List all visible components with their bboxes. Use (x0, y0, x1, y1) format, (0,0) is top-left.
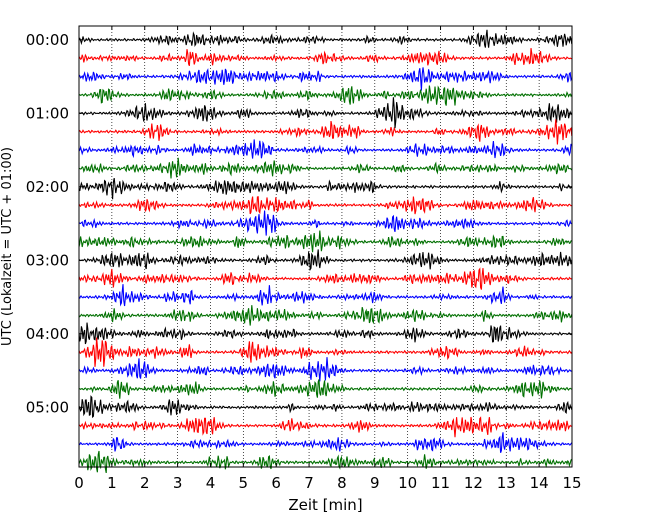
y-tick-label: 03:00 (26, 251, 69, 269)
x-tick-label: 10 (398, 474, 417, 492)
y-tick-label: 04:00 (26, 325, 69, 343)
seismic-trace-5 (78, 119, 573, 145)
y-tick-label: 00:00 (26, 31, 69, 49)
plot-area (79, 26, 572, 467)
plot-frame (78, 25, 573, 468)
seismic-trace-23 (78, 450, 573, 474)
seismic-trace-6 (78, 139, 573, 159)
seismic-trace-0 (78, 29, 573, 48)
seismic-trace-17 (78, 337, 573, 367)
seismic-trace-3 (78, 85, 573, 106)
seismic-trace-13 (78, 267, 573, 290)
seismic-trace-14 (78, 284, 573, 307)
seismic-trace-19 (78, 379, 572, 399)
seismic-trace-1 (78, 48, 572, 67)
seismic-trace-21 (78, 416, 572, 438)
seismic-trace-2 (78, 67, 573, 91)
y-tick-label: 05:00 (26, 398, 69, 416)
x-tick-label: 5 (239, 474, 249, 492)
x-axis-label: Zeit [min] (288, 496, 362, 514)
x-tick-label: 11 (431, 474, 450, 492)
y-tick-label: 02:00 (26, 178, 69, 196)
x-tick-label: 8 (337, 474, 347, 492)
x-tick-label: 6 (271, 474, 281, 492)
seismic-trace-8 (78, 178, 573, 200)
x-tick-label: 1 (107, 474, 117, 492)
seismic-trace-10 (78, 210, 572, 236)
y-axis-label: UTC (Lokalzeit = UTC + 01:00) (0, 147, 15, 346)
seismic-trace-11 (78, 230, 573, 253)
x-tick-label: 7 (304, 474, 314, 492)
seismic-trace-15 (78, 305, 573, 326)
x-tick-label: 14 (530, 474, 549, 492)
x-tick-label: 3 (173, 474, 183, 492)
seismic-trace-22 (78, 432, 573, 453)
x-tick-label: 13 (497, 474, 516, 492)
x-tick-label: 2 (140, 474, 150, 492)
seismic-trace-4 (78, 97, 573, 129)
seismic-trace-16 (78, 322, 573, 345)
x-tick-label: 0 (74, 474, 84, 492)
x-tick-label: 4 (206, 474, 216, 492)
seismic-trace-20 (78, 395, 573, 419)
x-tick-label: 9 (370, 474, 380, 492)
x-tick-label: 12 (464, 474, 483, 492)
seismic-trace-7 (78, 157, 573, 179)
seismic-trace-9 (78, 196, 573, 215)
y-tick-label: 01:00 (26, 104, 69, 122)
seismic-trace-18 (78, 357, 572, 382)
x-tick-label: 15 (562, 474, 581, 492)
seismic-trace-12 (78, 249, 573, 272)
